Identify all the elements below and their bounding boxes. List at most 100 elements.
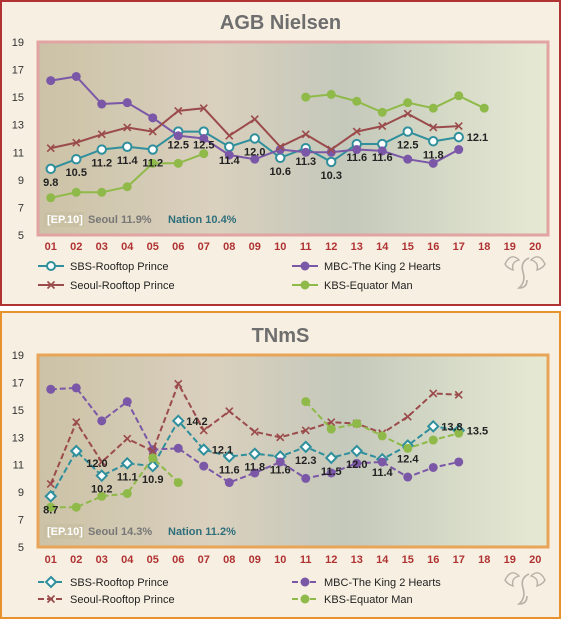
data-point bbox=[173, 443, 183, 453]
data-point bbox=[301, 92, 311, 102]
data-point bbox=[123, 434, 132, 443]
data-label: 11.5 bbox=[321, 466, 342, 478]
data-point bbox=[224, 478, 234, 488]
y-tick-label: 9 bbox=[18, 487, 24, 499]
data-label: 11.1 bbox=[117, 471, 138, 483]
x-tick-label: 11 bbox=[300, 554, 312, 566]
x-tick-label: 10 bbox=[274, 241, 286, 253]
data-point bbox=[454, 390, 463, 399]
data-label: 11.4 bbox=[372, 467, 394, 479]
data-point bbox=[97, 99, 107, 109]
data-point bbox=[71, 153, 82, 165]
data-point bbox=[171, 414, 185, 428]
data-point bbox=[95, 469, 109, 483]
chart-title: AGB Nielsen bbox=[219, 12, 342, 34]
data-point bbox=[352, 419, 362, 429]
data-point bbox=[120, 456, 134, 470]
data-label: 11.2 bbox=[91, 158, 112, 170]
data-point bbox=[97, 130, 106, 139]
data-point bbox=[428, 435, 438, 445]
x-tick-label: 03 bbox=[96, 554, 108, 566]
x-tick-label: 08 bbox=[223, 554, 235, 566]
data-label: 11.6 bbox=[346, 152, 367, 164]
plot-area bbox=[36, 353, 550, 549]
data-label: 11.4 bbox=[117, 155, 139, 167]
data-point bbox=[326, 424, 336, 434]
data-point bbox=[377, 107, 387, 117]
wing-shape bbox=[529, 572, 546, 588]
data-point bbox=[429, 123, 438, 132]
data-label: 12.5 bbox=[397, 140, 418, 152]
seoul-rating: Seoul 14.3% bbox=[88, 526, 152, 538]
x-tick-label: 20 bbox=[529, 241, 541, 253]
data-point bbox=[148, 446, 157, 456]
data-point bbox=[148, 158, 158, 168]
data-point bbox=[199, 149, 209, 159]
data-point bbox=[403, 443, 413, 453]
data-point bbox=[199, 461, 209, 471]
data-point bbox=[248, 447, 262, 461]
x-tick-label: 11 bbox=[300, 241, 312, 253]
data-point bbox=[276, 142, 285, 151]
data-point bbox=[97, 416, 107, 426]
data-label: 11.6 bbox=[270, 464, 291, 476]
x-tick-label: 12 bbox=[325, 554, 337, 566]
x-tick-label: 02 bbox=[70, 241, 82, 253]
data-point bbox=[250, 115, 259, 124]
x-tick-label: 05 bbox=[147, 554, 159, 566]
data-point bbox=[148, 113, 158, 123]
episode-label: [EP.10] bbox=[47, 526, 83, 538]
data-point bbox=[123, 123, 132, 132]
data-point bbox=[46, 502, 56, 512]
data-point bbox=[148, 453, 158, 463]
x-tick-label: 17 bbox=[453, 554, 465, 566]
data-point bbox=[402, 126, 413, 137]
nation-rating: Nation 10.4% bbox=[168, 214, 237, 226]
legend-label: MBC-The King 2 Hearts bbox=[324, 261, 441, 273]
data-label: 13.8 bbox=[441, 421, 462, 433]
agb-nielsen-chart: 5 7 9 11 13 15 17 19 01 02 03 04 05 06 07 08 09 10 11 12 13 1… bbox=[12, 37, 550, 292]
data-label: 12.0 bbox=[86, 458, 107, 470]
wing-shape bbox=[504, 256, 521, 272]
data-point bbox=[173, 158, 183, 168]
data-label: 12.5 bbox=[193, 140, 214, 152]
x-tick-label: 02 bbox=[70, 554, 82, 566]
data-point bbox=[352, 127, 361, 136]
x-tick-label: 07 bbox=[198, 241, 210, 253]
data-label: 11.6 bbox=[219, 464, 240, 476]
x-tick-label: 17 bbox=[453, 241, 465, 253]
data-point bbox=[454, 428, 464, 438]
data-point bbox=[122, 98, 132, 108]
y-tick-label: 9 bbox=[18, 175, 24, 187]
seoul-rating: Seoul 11.9% bbox=[88, 214, 152, 226]
legend-label: SBS-Rooftop Prince bbox=[70, 261, 168, 273]
y-tick-label: 19 bbox=[12, 350, 24, 362]
data-label: 10.9 bbox=[142, 474, 163, 486]
legend-marker bbox=[46, 261, 56, 271]
data-point bbox=[301, 147, 311, 157]
data-label: 8.7 bbox=[43, 504, 58, 516]
x-tick-label: 12 bbox=[325, 241, 337, 253]
data-point bbox=[222, 450, 236, 463]
series-line bbox=[49, 381, 459, 485]
x-tick-label: 06 bbox=[172, 241, 184, 253]
data-point bbox=[224, 141, 235, 152]
data-point bbox=[71, 502, 81, 512]
data-point bbox=[45, 163, 56, 175]
data-point bbox=[174, 379, 183, 388]
data-point bbox=[428, 103, 438, 113]
data-label: 12.3 bbox=[295, 455, 316, 467]
data-label: 10.2 bbox=[91, 484, 112, 496]
y-tick-label: 15 bbox=[12, 92, 24, 104]
data-point bbox=[454, 145, 464, 155]
x-tick-label: 01 bbox=[45, 554, 57, 566]
x-tick-label: 15 bbox=[402, 554, 414, 566]
tnms-chart: 5 7 9 11 13 15 17 19 01 02 03 04 05 06 07 08 09 10 11 12 13 1… bbox=[12, 350, 550, 606]
nation-rating: Nation 11.2% bbox=[168, 526, 236, 538]
x-tick-label: 16 bbox=[427, 554, 439, 566]
data-point bbox=[301, 473, 311, 483]
data-point bbox=[249, 133, 260, 144]
data-point bbox=[46, 479, 55, 488]
data-label: 12.5 bbox=[168, 140, 189, 152]
data-point bbox=[403, 472, 413, 482]
